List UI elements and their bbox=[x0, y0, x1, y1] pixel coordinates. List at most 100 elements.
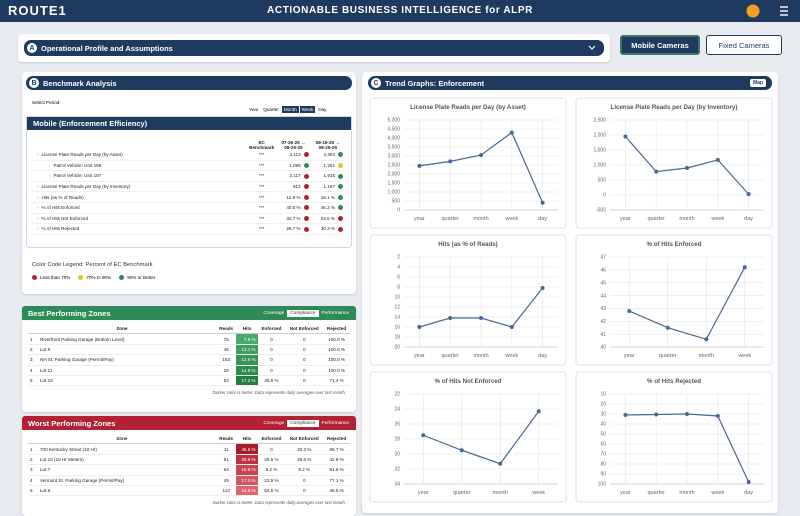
y-tick-label: 0 bbox=[603, 193, 606, 199]
zone-cell: 100.0 % bbox=[323, 365, 350, 376]
header-cell: 07-26-25 → 08-25-25 bbox=[281, 140, 306, 150]
y-tick-label: 50 bbox=[600, 432, 606, 438]
map-button[interactable]: Map bbox=[750, 79, 766, 87]
x-tick-label: quarter bbox=[659, 353, 677, 359]
zone-cell: 14.9 % bbox=[236, 365, 258, 376]
zone-cell: 100.0 % bbox=[323, 344, 350, 356]
metric-row: › License Plate Reads per Day (by Invento… bbox=[31, 181, 345, 193]
y-tick-label: -500 bbox=[596, 208, 606, 214]
value: 912 bbox=[292, 183, 301, 189]
zone-cell: Lot 7 bbox=[38, 464, 216, 476]
user-avatar[interactable] bbox=[746, 4, 760, 18]
period-tab[interactable]: Quarter bbox=[263, 107, 279, 112]
zone-tab[interactable]: Compliance bbox=[287, 419, 319, 427]
zone-tab[interactable]: Compliance bbox=[287, 309, 319, 317]
data-point bbox=[509, 325, 514, 329]
header-row: Zone Reads Hits Enforced Not Enforced Rejecte… bbox=[28, 324, 350, 335]
chart-card bbox=[369, 234, 567, 366]
period-tab[interactable]: Week bbox=[299, 106, 316, 113]
zone-cell: 0 bbox=[257, 354, 286, 366]
y-tick-label: 30 bbox=[600, 412, 606, 418]
trends-card: C Trend Graphs: Enforcement Map License … bbox=[362, 72, 778, 513]
menu-icon[interactable] bbox=[780, 6, 788, 16]
value-cell: 12.9 % bbox=[276, 191, 311, 203]
status-dot bbox=[338, 226, 343, 232]
y-tick-label: 24 bbox=[394, 407, 400, 413]
metric-row: › Patrol Vehicle: Unit 197 *** 2,117 1,915 bbox=[31, 170, 345, 182]
mobile-cameras-button[interactable]: Mobile Cameras bbox=[620, 35, 700, 55]
bullet: › bbox=[37, 205, 39, 211]
y-tick-label: 14 bbox=[394, 315, 400, 321]
zone-cell: 100.0 % bbox=[323, 333, 350, 345]
header-row: EC Benchmark 07-26-25 → 08-25-25 08-19-25 … bbox=[31, 134, 345, 150]
y-tick-label: 0 bbox=[397, 208, 400, 214]
y-tick-label: 22 bbox=[394, 392, 400, 398]
zone-cell: 42.9 % bbox=[323, 454, 350, 466]
y-tick-label: 2,500 bbox=[593, 118, 606, 124]
zone-tab[interactable]: Performance bbox=[321, 420, 349, 426]
best-zones: Best Performing Zones Coverage Compliance P… bbox=[22, 306, 356, 395]
period-tab[interactable]: Month bbox=[281, 106, 299, 113]
data-point bbox=[448, 316, 453, 320]
data-point bbox=[421, 433, 426, 438]
legend-dot bbox=[78, 275, 84, 280]
trends-bar: C Trend Graphs: Enforcement Map bbox=[368, 76, 772, 90]
zone-cell: 45.5 % bbox=[236, 443, 258, 455]
x-tick-label: day bbox=[744, 216, 753, 222]
legend-dot bbox=[119, 275, 125, 280]
zone-cell: 45 bbox=[215, 344, 237, 356]
value-cell: 15.1 % bbox=[310, 191, 345, 203]
value-cell: 2,117 bbox=[276, 170, 311, 182]
period-tab[interactable]: Year bbox=[249, 107, 259, 112]
status-dot bbox=[303, 226, 309, 232]
zone-cell: 3 bbox=[28, 464, 38, 476]
badge: A bbox=[27, 43, 37, 53]
benchmark-cell: *** bbox=[247, 160, 277, 172]
zone-cell: 4 bbox=[28, 365, 38, 376]
data-point bbox=[509, 130, 514, 135]
y-tick-label: 45 bbox=[600, 280, 606, 286]
value: 12.9 % bbox=[286, 194, 301, 200]
x-tick-label: week bbox=[710, 490, 724, 496]
legend-title: Color Code Legend: Percent of EC Benchma… bbox=[32, 262, 153, 268]
profile-bar[interactable]: A Operational Profile and Assumptions bbox=[24, 40, 604, 56]
value: 2,117 bbox=[289, 173, 301, 179]
y-tick-label: 3,000 bbox=[387, 154, 400, 160]
y-tick-label: 3,500 bbox=[387, 145, 400, 151]
zone-tab[interactable]: Performance bbox=[321, 310, 349, 316]
badge: B bbox=[29, 78, 39, 88]
chart-card bbox=[369, 371, 567, 503]
y-tick-label: 80 bbox=[600, 462, 606, 468]
header-cell: EC Benchmark bbox=[249, 140, 275, 150]
data-point bbox=[448, 159, 453, 164]
data-point bbox=[417, 325, 422, 329]
zone-cell: 0 bbox=[257, 365, 286, 376]
period-tab[interactable]: Day bbox=[318, 107, 327, 112]
value: 40.6 % bbox=[286, 205, 301, 211]
zone-tab[interactable]: Coverage bbox=[263, 310, 285, 316]
x-tick-label: month bbox=[473, 216, 488, 222]
header-row: Zone Reads Hits Enforced Not Enforced Rejecte… bbox=[28, 434, 350, 445]
x-tick-label: week bbox=[531, 490, 545, 496]
benchmark-cell: *** bbox=[247, 181, 277, 193]
value-cell: 40.6 % bbox=[276, 202, 311, 214]
value: 46.2 % bbox=[320, 205, 335, 211]
x-tick-label: day bbox=[744, 490, 753, 496]
zone-cell: Lot 9 bbox=[38, 344, 216, 356]
zone-cell: 0 bbox=[285, 475, 324, 486]
zone-cell: 28.6 % bbox=[285, 454, 324, 466]
x-tick-label: month bbox=[493, 490, 508, 496]
zone-cell: 9.2 % bbox=[285, 464, 324, 476]
value-cell: 3,113 bbox=[276, 150, 311, 161]
zone-cell: 4 bbox=[28, 475, 38, 486]
metric-name: % of Hits Rejected bbox=[41, 226, 80, 232]
zone-tab[interactable]: Coverage bbox=[263, 420, 285, 426]
profile-card: A Operational Profile and Assumptions bbox=[18, 34, 610, 62]
y-tick-label: 32 bbox=[394, 467, 400, 473]
fixed-cameras-button[interactable]: Fixed Cameras bbox=[706, 35, 782, 55]
data-point bbox=[417, 163, 422, 168]
zone-cell: 22.9 % bbox=[257, 475, 286, 486]
app-title: ACTIONABLE BUSINESS INTELLIGENCE for ALP… bbox=[267, 5, 533, 16]
header-icons[interactable] bbox=[744, 3, 794, 19]
zone-cell: 0 bbox=[285, 365, 324, 376]
